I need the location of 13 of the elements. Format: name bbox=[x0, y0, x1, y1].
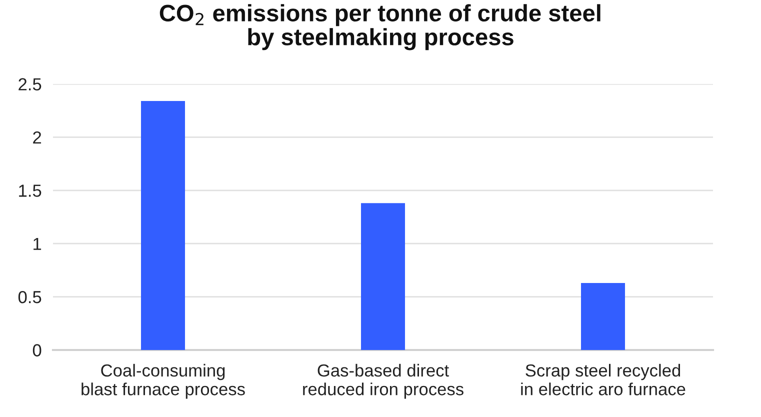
y-tick-label: 2 bbox=[33, 131, 42, 144]
x-tick-label: Gas-based direct reduced iron process bbox=[303, 364, 464, 399]
y-tick-label: 2.5 bbox=[18, 78, 42, 90]
y-tick-label: 0.5 bbox=[18, 290, 42, 304]
x-tick-label: Coal-consuming blast furnace process bbox=[82, 364, 245, 399]
bar bbox=[581, 282, 625, 350]
chart-title: CO$_{2}$ emissions per tonne of crude steel by steelmaking process bbox=[160, 4, 600, 50]
y-tick-label: 1 bbox=[34, 238, 42, 250]
x-tick-label: Scrap steel recycled in electric aro furnace bbox=[521, 364, 686, 396]
bar bbox=[361, 203, 405, 350]
y-tick-label: 0 bbox=[32, 344, 42, 356]
bar bbox=[141, 101, 185, 350]
y-tick-label: 1.5 bbox=[19, 184, 42, 197]
